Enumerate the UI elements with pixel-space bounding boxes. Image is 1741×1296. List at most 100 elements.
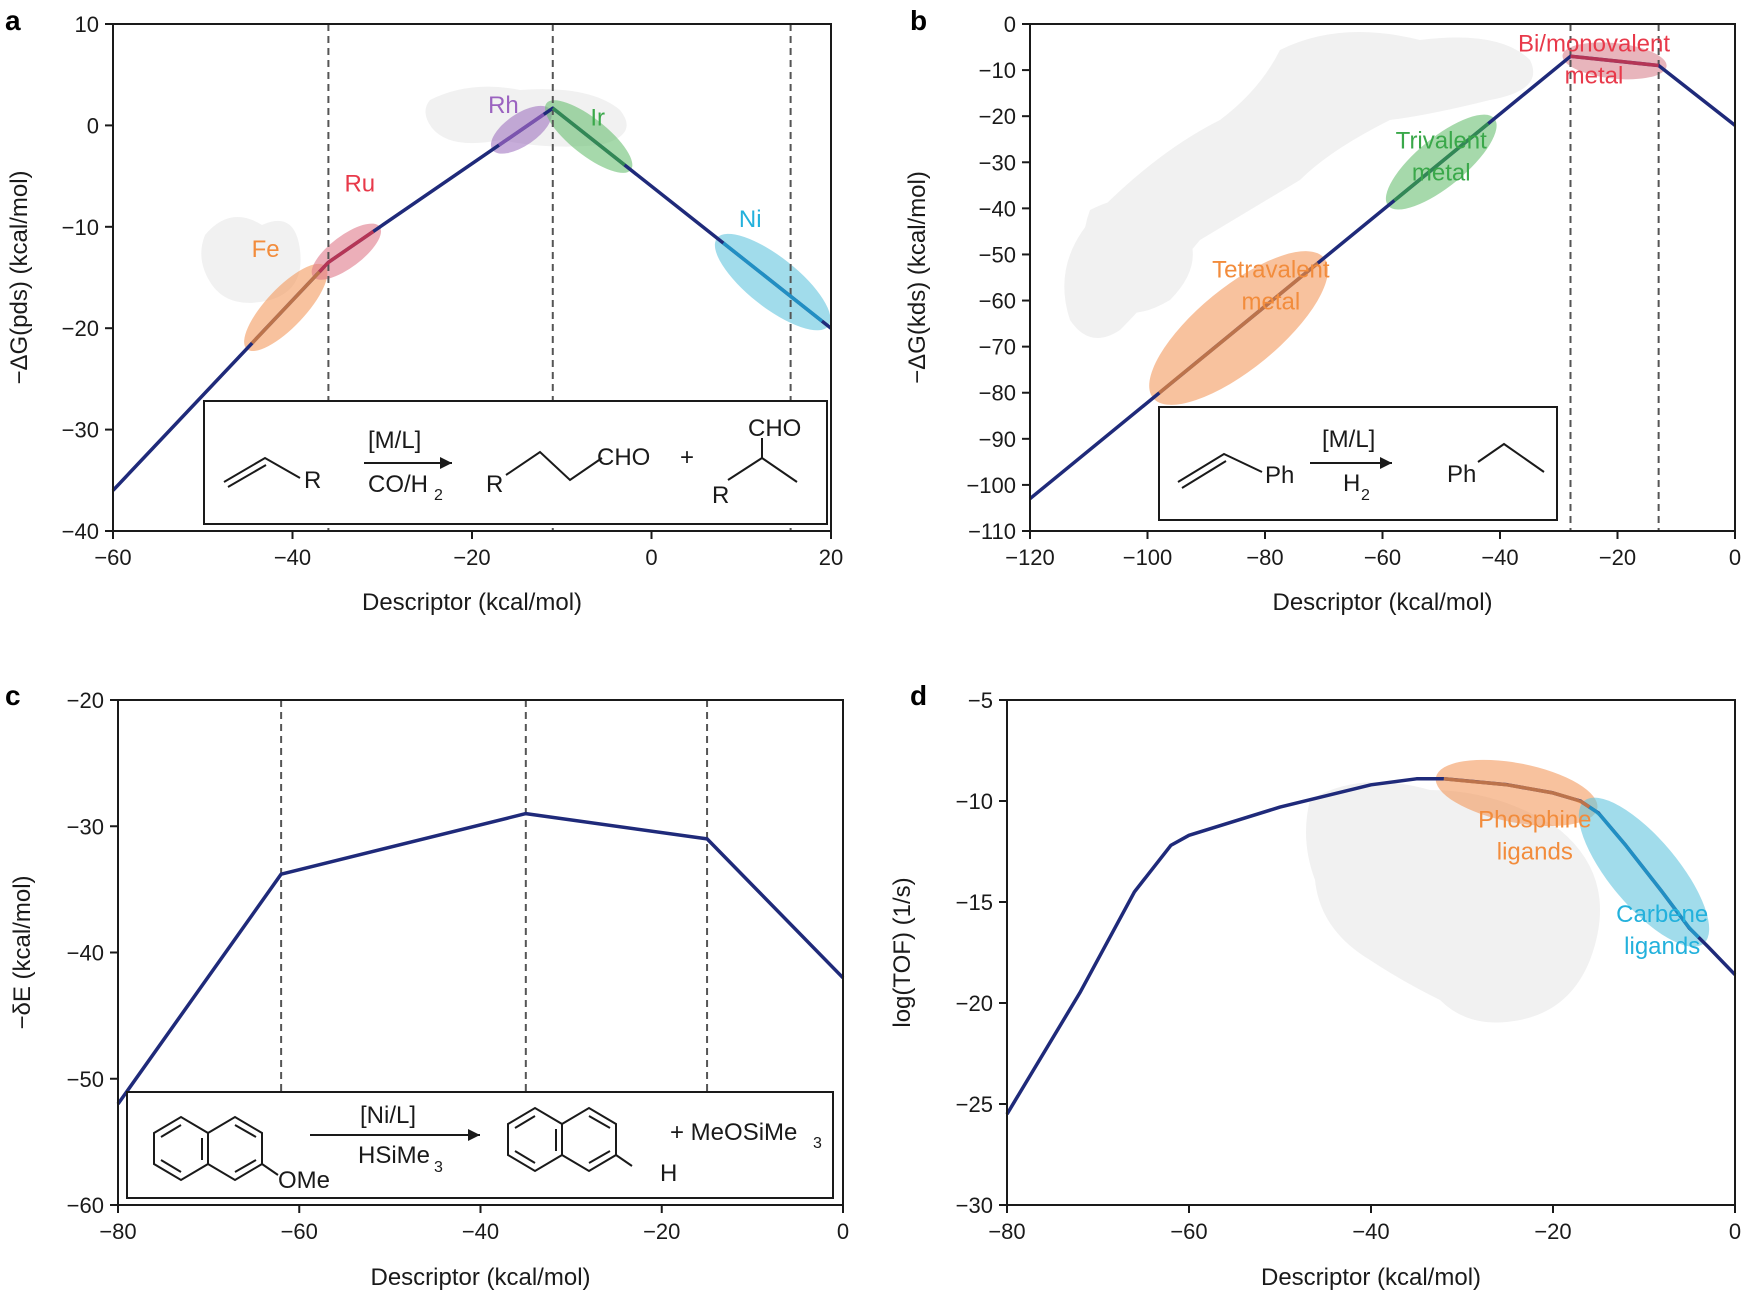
x-tick-label-b-6: 0	[1729, 545, 1741, 570]
scheme-a-R3: R	[712, 482, 729, 509]
y-tick-label-d-4: −10	[956, 789, 993, 814]
highlight-label-b-2-1: metal	[1565, 63, 1624, 90]
y-tick-label-c-4: −20	[67, 688, 104, 713]
y-tick-label-b-2: −90	[979, 427, 1016, 452]
x-tick-label-d-1: −60	[1170, 1219, 1207, 1244]
blob-b-lower	[1083, 197, 1193, 313]
scheme-a-cho1: CHO	[597, 444, 650, 471]
highlight-label-a-0-0: Fe	[252, 236, 280, 263]
product-linear	[505, 450, 603, 482]
scheme-c-reagent-top: [Ni/L]	[360, 1102, 416, 1129]
highlight-segment-a-3	[551, 106, 626, 167]
highlight-label-b-1-0: Trivalent	[1396, 127, 1487, 154]
x-tick-label-c-4: 0	[837, 1219, 849, 1244]
highlight-label-b-0-1: metal	[1242, 289, 1301, 316]
highlight-label-b-0-0: Tetravalent	[1212, 257, 1330, 284]
series-line-a-0	[111, 106, 833, 492]
product-branched	[727, 438, 798, 483]
y-tick-label-a-1: −30	[62, 418, 99, 443]
x-tick-label-a-1: −40	[274, 545, 311, 570]
highlight-segment-a-2	[497, 112, 545, 147]
x-axis-label-d: Descriptor (kcal/mol)	[1261, 1264, 1481, 1291]
highlight-segment-a-1	[318, 230, 375, 273]
scheme-a-reagent-sub: 2	[434, 487, 443, 504]
x-tick-label-c-3: −20	[643, 1219, 680, 1244]
panel-letter-c: c	[5, 680, 21, 711]
x-tick-label-b-5: −20	[1599, 545, 1636, 570]
highlight-label-a-3-0: Ir	[590, 104, 605, 131]
highlight-segment-d-1	[1588, 805, 1700, 939]
y-tick-label-b-1: −100	[966, 473, 1016, 498]
highlight-label-d-1-0: Carbene	[1616, 901, 1708, 928]
y-tick-label-d-5: −5	[968, 688, 993, 713]
y-axis-label-b: −ΔG(kds) (kcal/mol)	[904, 171, 931, 384]
highlight-label-a-4-0: Ni	[739, 206, 762, 233]
y-axis-label-c: −δE (kcal/mol)	[9, 875, 36, 1029]
y-tick-label-b-10: −10	[979, 58, 1016, 83]
highlight-label-d-0-0: Phosphine	[1478, 806, 1591, 833]
scheme-a-reagent-top: [M/L]	[368, 427, 421, 454]
panel-letter-b: b	[910, 5, 927, 36]
x-tick-label-b-1: −100	[1123, 545, 1173, 570]
x-tick-label-d-3: −20	[1534, 1219, 1571, 1244]
x-tick-label-a-0: −60	[94, 545, 131, 570]
y-tick-label-d-0: −30	[956, 1193, 993, 1218]
highlight-d-0	[1435, 759, 1598, 826]
scheme-b-reagent-sub: 2	[1361, 487, 1370, 504]
panel-letter-d: d	[910, 680, 927, 711]
scheme-c-h: H	[660, 1160, 677, 1187]
y-tick-label-a-0: −40	[62, 519, 99, 544]
y-tick-label-c-3: −30	[67, 814, 104, 839]
scheme-b-ph1: Ph	[1265, 462, 1294, 489]
background-blobs	[201, 32, 1600, 1023]
x-axis-label-a: Descriptor (kcal/mol)	[362, 589, 582, 616]
x-tick-label-c-1: −60	[281, 1219, 318, 1244]
scheme-a-arrowhead	[440, 457, 452, 469]
x-tick-label-a-3: 0	[645, 545, 657, 570]
x-axis-label-b: Descriptor (kcal/mol)	[1272, 589, 1492, 616]
highlight-label-a-2-0: Rh	[488, 92, 519, 119]
y-tick-label-a-5: 10	[75, 12, 99, 37]
y-tick-label-c-0: −60	[67, 1193, 104, 1218]
x-tick-label-c-0: −80	[99, 1219, 136, 1244]
y-tick-label-b-0: −110	[968, 519, 1016, 544]
scheme-c-ome: OMe	[278, 1167, 330, 1194]
scheme-a-R1: R	[304, 467, 321, 494]
styrene	[1177, 452, 1263, 489]
methoxynaphthalene	[153, 1115, 279, 1182]
blob-a-left	[201, 217, 301, 303]
scheme-c-arrowhead	[468, 1129, 480, 1141]
highlight-label-d-0-1: ligands	[1497, 838, 1573, 865]
scheme-c-byproduct: + MeOSiMe	[670, 1119, 797, 1146]
panel-letter-a: a	[5, 5, 21, 36]
scheme-b: Ph [M/L] H 2 Ph	[1158, 406, 1558, 521]
y-tick-label-b-8: −30	[979, 150, 1016, 175]
x-tick-label-d-0: −80	[988, 1219, 1025, 1244]
highlight-segment-b-1	[1393, 122, 1490, 202]
y-tick-label-d-1: −25	[956, 1092, 993, 1117]
x-tick-label-b-4: −40	[1481, 545, 1518, 570]
scheme-a-R2: R	[486, 471, 503, 498]
panel-c: c−80 −60 −40 −20 0−60−50−40−30−20Descriptor …	[5, 680, 849, 1291]
highlight-label-a-1-0: Ru	[344, 170, 375, 197]
x-tick-label-d-4: 0	[1729, 1219, 1741, 1244]
y-tick-label-b-4: −70	[979, 335, 1016, 360]
y-tick-label-a-3: −10	[62, 215, 99, 240]
scheme-c-byproduct-sub: 3	[813, 1135, 822, 1152]
scheme-a: R [M/L] CO/H 2 R CHO + CHO R	[203, 400, 828, 525]
y-tick-label-b-5: −60	[979, 289, 1016, 314]
x-tick-label-b-2: −80	[1246, 545, 1283, 570]
y-tick-label-b-3: −80	[979, 381, 1016, 406]
y-tick-label-d-3: −15	[956, 890, 993, 915]
x-tick-label-a-2: −20	[453, 545, 490, 570]
scheme-b-reagent-bottom: H	[1343, 470, 1360, 497]
scheme-a-box	[203, 400, 828, 525]
y-tick-label-b-9: −20	[979, 104, 1016, 129]
x-tick-label-a-4: 20	[819, 545, 843, 570]
y-tick-label-c-1: −50	[67, 1067, 104, 1092]
panel-d: d Phosphine ligands Carbene ligands −80 −60 −40…	[889, 680, 1741, 1291]
panel-b: b Tetravalent metal Trivalent metal Bi/monova…	[904, 5, 1741, 616]
y-tick-label-c-2: −40	[67, 941, 104, 966]
